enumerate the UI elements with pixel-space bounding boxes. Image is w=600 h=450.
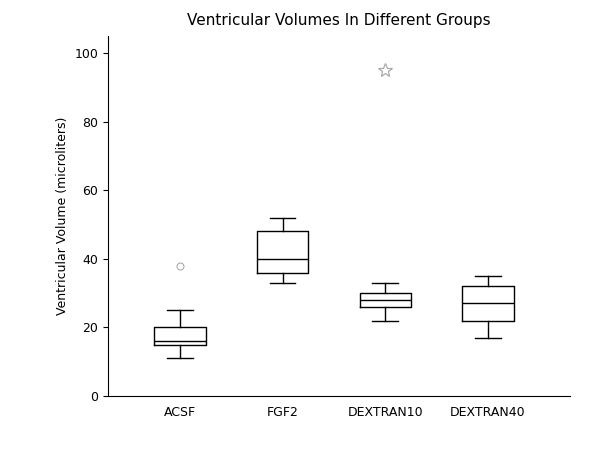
Title: Ventricular Volumes In Different Groups: Ventricular Volumes In Different Groups [187, 13, 491, 28]
Y-axis label: Ventricular Volume (microliters): Ventricular Volume (microliters) [56, 117, 69, 315]
